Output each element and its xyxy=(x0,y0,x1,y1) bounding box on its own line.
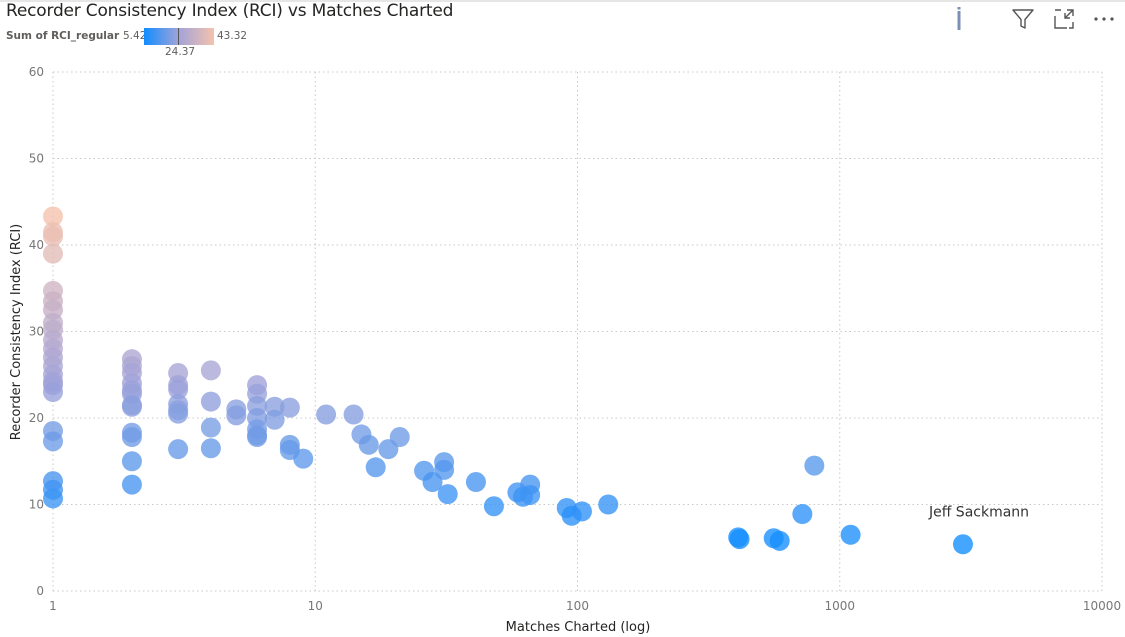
data-points[interactable] xyxy=(43,206,973,555)
data-point[interactable] xyxy=(200,391,221,412)
data-point[interactable] xyxy=(43,226,63,247)
data-point[interactable] xyxy=(952,534,973,555)
data-point[interactable] xyxy=(279,397,300,418)
legend-mid-marker xyxy=(178,28,179,45)
visual-top-border xyxy=(0,0,1125,2)
data-point[interactable] xyxy=(226,405,247,426)
x-tick-label: 1 xyxy=(49,599,57,613)
data-point[interactable] xyxy=(520,484,541,505)
y-axis-title: Recorder Consistency Index (RCI) xyxy=(9,224,24,441)
point-annotation-label: Jeff Sackmann xyxy=(928,504,1029,520)
data-point[interactable] xyxy=(598,494,619,515)
y-axis-ticks: 0 10 20 30 40 50 60 xyxy=(29,65,44,598)
x-tick-label: 10000 xyxy=(1083,599,1121,613)
data-point[interactable] xyxy=(247,427,268,448)
data-point[interactable] xyxy=(293,448,314,469)
data-point[interactable] xyxy=(200,438,221,459)
data-point[interactable] xyxy=(437,484,458,505)
data-point[interactable] xyxy=(264,409,285,430)
x-tick-label: 100 xyxy=(566,599,589,613)
data-point[interactable] xyxy=(121,474,142,495)
data-point[interactable] xyxy=(343,404,364,425)
data-point[interactable] xyxy=(729,529,750,550)
y-tick-label: 20 xyxy=(29,411,44,425)
filter-icon[interactable] xyxy=(1010,6,1036,32)
data-point[interactable] xyxy=(358,434,379,455)
data-point[interactable] xyxy=(43,431,63,452)
data-point[interactable] xyxy=(43,382,63,403)
y-tick-label: 60 xyxy=(29,65,44,79)
focus-mode-icon[interactable] xyxy=(1051,6,1077,32)
y-tick-label: 10 xyxy=(29,498,44,512)
data-point[interactable] xyxy=(769,530,790,551)
info-icon[interactable] xyxy=(946,6,972,32)
legend-max-value: 43.32 xyxy=(217,30,248,42)
legend-min-value: 5.42 xyxy=(123,30,147,42)
data-point[interactable] xyxy=(434,459,455,480)
data-point[interactable] xyxy=(121,396,142,417)
data-point[interactable] xyxy=(365,457,386,478)
data-point[interactable] xyxy=(121,427,142,448)
chart-title: Recorder Consistency Index (RCI) vs Matc… xyxy=(6,1,454,21)
y-tick-label: 0 xyxy=(36,584,44,598)
data-point[interactable] xyxy=(840,524,861,545)
data-point[interactable] xyxy=(483,496,504,517)
x-tick-label: 10 xyxy=(308,599,323,613)
x-tick-label: 1000 xyxy=(824,599,855,613)
data-point[interactable] xyxy=(389,427,410,448)
legend-label: Sum of RCI_regular xyxy=(6,30,120,42)
data-point[interactable] xyxy=(200,360,221,381)
x-axis-ticks: 1 10 100 1000 10000 xyxy=(49,599,1121,613)
data-point[interactable] xyxy=(804,455,825,476)
data-point[interactable] xyxy=(43,206,63,227)
x-axis-title: Matches Charted (log) xyxy=(506,620,651,635)
data-point[interactable] xyxy=(168,439,189,460)
data-point[interactable] xyxy=(43,488,63,509)
data-point[interactable] xyxy=(43,243,63,264)
data-point[interactable] xyxy=(121,451,142,472)
y-tick-label: 40 xyxy=(29,238,44,252)
legend-gradient xyxy=(144,28,214,45)
data-point[interactable] xyxy=(792,504,813,525)
data-point[interactable] xyxy=(465,472,486,493)
data-point[interactable] xyxy=(168,379,189,400)
data-point[interactable] xyxy=(200,417,221,438)
data-point[interactable] xyxy=(316,404,337,425)
y-tick-label: 30 xyxy=(29,325,44,339)
data-point[interactable] xyxy=(168,403,189,424)
data-point[interactable] xyxy=(571,501,592,522)
legend-mid-value: 24.37 xyxy=(165,46,196,58)
more-options-icon[interactable] xyxy=(1091,6,1117,32)
legend-gradient-bar xyxy=(144,28,214,45)
y-tick-label: 50 xyxy=(29,152,44,166)
